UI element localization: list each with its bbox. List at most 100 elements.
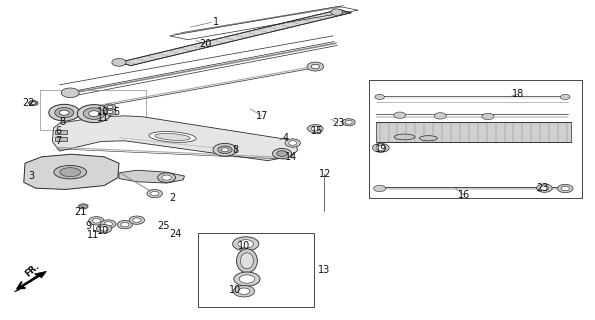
Bar (55, 130, 67, 134)
Circle shape (394, 112, 406, 118)
Text: 23: 23 (537, 183, 549, 193)
Text: 6: 6 (55, 126, 61, 136)
Circle shape (101, 220, 116, 228)
Circle shape (434, 113, 446, 119)
Circle shape (60, 110, 69, 115)
Text: 11: 11 (98, 113, 109, 123)
Circle shape (285, 139, 300, 147)
Circle shape (31, 102, 36, 104)
Circle shape (133, 218, 141, 222)
Circle shape (158, 173, 176, 182)
Polygon shape (14, 271, 46, 292)
Text: 13: 13 (318, 265, 330, 276)
Polygon shape (119, 10, 351, 66)
Ellipse shape (419, 136, 437, 141)
Circle shape (221, 148, 228, 152)
Circle shape (107, 106, 113, 109)
Circle shape (233, 285, 255, 297)
Circle shape (129, 216, 145, 224)
Circle shape (376, 145, 386, 150)
Circle shape (213, 143, 237, 156)
Circle shape (374, 185, 386, 192)
Text: 8: 8 (232, 145, 238, 156)
Text: 4: 4 (283, 132, 289, 143)
Text: 1: 1 (213, 17, 219, 28)
Text: 22: 22 (22, 98, 35, 108)
Circle shape (311, 126, 320, 131)
Circle shape (104, 104, 116, 110)
Circle shape (151, 191, 159, 196)
Text: 12: 12 (320, 169, 331, 180)
Circle shape (49, 104, 80, 121)
Polygon shape (119, 170, 184, 183)
Circle shape (121, 222, 129, 227)
Text: 17: 17 (256, 111, 268, 121)
Circle shape (372, 143, 389, 152)
Circle shape (107, 110, 113, 114)
Circle shape (342, 119, 355, 126)
Text: 10: 10 (98, 226, 109, 236)
Circle shape (561, 186, 569, 191)
Text: 9: 9 (85, 220, 91, 231)
Circle shape (61, 88, 79, 98)
Circle shape (100, 227, 108, 231)
Circle shape (375, 94, 384, 100)
Polygon shape (24, 154, 119, 189)
Ellipse shape (240, 253, 253, 269)
Text: 21: 21 (74, 207, 86, 217)
Circle shape (55, 108, 74, 118)
Ellipse shape (54, 165, 87, 179)
Ellipse shape (237, 249, 257, 273)
Circle shape (482, 113, 494, 120)
Text: 16: 16 (458, 190, 470, 200)
Circle shape (307, 62, 324, 71)
Circle shape (117, 220, 133, 229)
Circle shape (331, 9, 343, 15)
Circle shape (289, 141, 297, 145)
Circle shape (83, 108, 105, 119)
Text: 10: 10 (229, 284, 241, 295)
Circle shape (89, 217, 104, 225)
Ellipse shape (155, 133, 190, 140)
Circle shape (77, 105, 111, 123)
Circle shape (92, 219, 101, 223)
Circle shape (233, 237, 259, 251)
Text: 11: 11 (87, 230, 99, 240)
Circle shape (277, 151, 287, 156)
Text: 8: 8 (60, 116, 65, 127)
Circle shape (147, 189, 162, 198)
Bar (55, 137, 67, 141)
Polygon shape (52, 116, 298, 161)
Text: 18: 18 (512, 89, 524, 100)
Polygon shape (376, 122, 571, 142)
Circle shape (96, 225, 112, 233)
Text: 2: 2 (170, 193, 176, 204)
Circle shape (540, 186, 549, 190)
Circle shape (345, 120, 352, 124)
Text: 14: 14 (286, 152, 298, 163)
Circle shape (162, 175, 171, 180)
Text: 24: 24 (170, 228, 181, 239)
Ellipse shape (60, 168, 81, 177)
Bar (198, 233, 314, 307)
Text: FR.: FR. (24, 262, 42, 279)
Circle shape (239, 275, 255, 283)
Circle shape (104, 222, 112, 226)
Circle shape (558, 184, 573, 193)
Text: 20: 20 (199, 39, 211, 49)
Text: 7: 7 (55, 136, 61, 146)
Text: 25: 25 (157, 220, 170, 231)
Ellipse shape (149, 132, 196, 142)
Text: 5: 5 (113, 107, 119, 117)
Text: 3: 3 (28, 171, 34, 181)
Text: 10: 10 (98, 107, 109, 117)
Circle shape (238, 288, 250, 294)
Circle shape (29, 100, 38, 106)
Bar (40, 90, 146, 130)
Circle shape (238, 240, 253, 248)
Circle shape (560, 94, 570, 100)
Circle shape (112, 59, 126, 66)
Text: 19: 19 (375, 144, 387, 154)
Circle shape (79, 204, 88, 209)
Text: 10: 10 (238, 241, 250, 252)
